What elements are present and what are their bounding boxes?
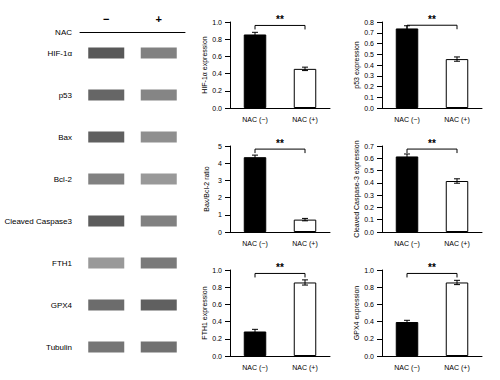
svg-text:NAC (−): NAC (−): [394, 116, 419, 124]
svg-text:0.2: 0.2: [364, 83, 374, 90]
svg-text:0.8: 0.8: [364, 284, 374, 291]
svg-text:NAC (+): NAC (+): [292, 240, 317, 248]
svg-text:Bcl-2: Bcl-2: [54, 175, 73, 184]
svg-text:0: 0: [218, 229, 222, 236]
svg-text:0.2: 0.2: [212, 87, 222, 94]
svg-text:NAC (−): NAC (−): [242, 364, 267, 372]
svg-text:NAC (+): NAC (+): [292, 116, 317, 124]
svg-text:NAC (−): NAC (−): [242, 240, 267, 248]
svg-text:0.8: 0.8: [212, 36, 222, 43]
svg-text:0.3: 0.3: [364, 72, 374, 79]
svg-text:0.8: 0.8: [212, 284, 222, 291]
svg-text:0.0: 0.0: [364, 353, 374, 360]
svg-text:Tubulin: Tubulin: [46, 343, 72, 352]
svg-text:0.5: 0.5: [364, 51, 374, 58]
svg-text:Bax: Bax: [58, 133, 72, 142]
svg-text:1: 1: [218, 211, 222, 218]
svg-text:0.3: 0.3: [364, 192, 374, 199]
svg-text:NAC (+): NAC (+): [292, 364, 317, 372]
svg-text:NAC (−): NAC (−): [394, 364, 419, 372]
svg-text:0.6: 0.6: [364, 40, 374, 47]
svg-text:**: **: [276, 262, 284, 273]
svg-text:0.2: 0.2: [364, 335, 374, 342]
svg-text:0.5: 0.5: [364, 167, 374, 174]
svg-text:**: **: [428, 14, 436, 25]
svg-text:1.0: 1.0: [212, 19, 222, 26]
svg-text:0.0: 0.0: [364, 229, 374, 236]
svg-text:Cleaved Caspase-3 expression: Cleaved Caspase-3 expression: [353, 140, 361, 237]
svg-text:1.0: 1.0: [212, 267, 222, 274]
svg-text:0.6: 0.6: [212, 53, 222, 60]
svg-text:0.7: 0.7: [364, 143, 374, 150]
svg-text:HIF-1α: HIF-1α: [47, 49, 72, 58]
svg-text:0.1: 0.1: [364, 216, 374, 223]
svg-text:GPX4 expression: GPX4 expression: [353, 286, 361, 341]
svg-text:0.6: 0.6: [212, 301, 222, 308]
svg-text:0.4: 0.4: [364, 62, 374, 69]
svg-text:NAC (+): NAC (+): [444, 240, 469, 248]
svg-text:NAC (−): NAC (−): [394, 240, 419, 248]
svg-text:0.7: 0.7: [364, 29, 374, 36]
svg-text:**: **: [428, 138, 436, 149]
svg-text:0.1: 0.1: [364, 94, 374, 101]
svg-text:3: 3: [218, 177, 222, 184]
svg-text:p53 expression: p53 expression: [353, 41, 361, 89]
svg-text:0.6: 0.6: [364, 155, 374, 162]
svg-text:+: +: [156, 13, 162, 25]
svg-text:NAC (−): NAC (−): [242, 116, 267, 124]
svg-text:−: −: [103, 13, 109, 25]
svg-text:Cleaved Caspase3: Cleaved Caspase3: [4, 217, 72, 226]
svg-text:**: **: [428, 262, 436, 273]
svg-text:NAC: NAC: [55, 28, 72, 37]
svg-text:NAC (+): NAC (+): [444, 116, 469, 124]
svg-text:1.0: 1.0: [364, 267, 374, 274]
svg-text:0.2: 0.2: [364, 204, 374, 211]
svg-text:0.4: 0.4: [364, 179, 374, 186]
svg-text:FTH1: FTH1: [52, 259, 73, 268]
svg-text:0.2: 0.2: [212, 335, 222, 342]
svg-text:p53: p53: [59, 91, 73, 100]
svg-text:HIF-1α expression: HIF-1α expression: [201, 36, 209, 93]
svg-text:0.4: 0.4: [212, 318, 222, 325]
svg-text:0.8: 0.8: [364, 19, 374, 26]
svg-text:5: 5: [218, 143, 222, 150]
svg-text:0.0: 0.0: [364, 105, 374, 112]
svg-text:0.6: 0.6: [364, 301, 374, 308]
svg-text:Bax/Bcl-2 ratio: Bax/Bcl-2 ratio: [203, 166, 210, 212]
svg-text:0.0: 0.0: [212, 105, 222, 112]
svg-text:FTH1 expression: FTH1 expression: [201, 286, 209, 339]
svg-text:**: **: [276, 138, 284, 149]
svg-text:0.4: 0.4: [364, 318, 374, 325]
svg-text:2: 2: [218, 194, 222, 201]
svg-text:0.4: 0.4: [212, 70, 222, 77]
svg-text:0.0: 0.0: [212, 353, 222, 360]
svg-text:**: **: [276, 14, 284, 25]
svg-text:GPX4: GPX4: [51, 301, 73, 310]
svg-text:NAC (+): NAC (+): [444, 364, 469, 372]
svg-text:4: 4: [218, 160, 222, 167]
